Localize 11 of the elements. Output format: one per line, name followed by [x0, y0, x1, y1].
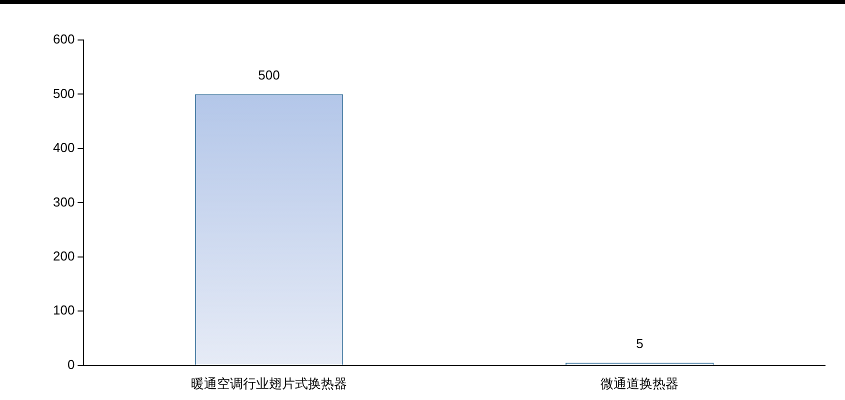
y-tick-label: 100: [52, 302, 75, 318]
x-tick-label: 微通道换热器: [600, 376, 679, 391]
y-tick-label: 0: [67, 356, 75, 372]
y-tick-label: 200: [52, 248, 75, 264]
y-tick-label: 600: [52, 32, 75, 47]
y-tick-label: 300: [52, 194, 75, 210]
y-tick-label: 400: [52, 140, 75, 156]
data-label: 5: [636, 336, 644, 351]
y-tick-label: 500: [52, 86, 75, 101]
data-label: 500: [258, 67, 280, 82]
x-tick-label: 暖通空调行业翅片式换热器: [191, 376, 348, 391]
